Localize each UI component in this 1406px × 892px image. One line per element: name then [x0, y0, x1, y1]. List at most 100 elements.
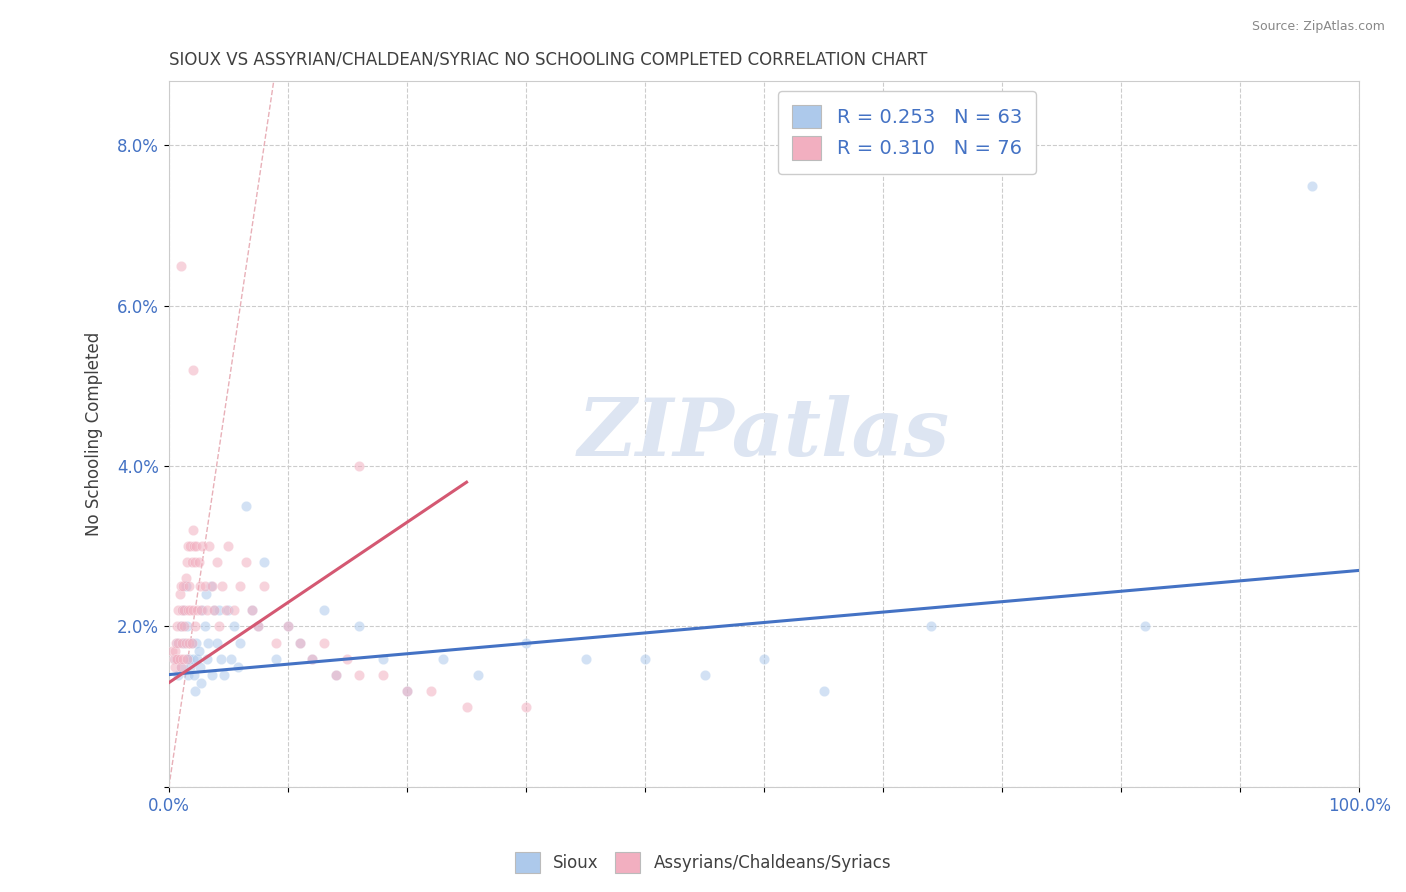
Point — [163, 651, 186, 665]
Text: Source: ZipAtlas.com: Source: ZipAtlas.com — [1251, 20, 1385, 33]
Point — [173, 619, 195, 633]
Point — [194, 579, 217, 593]
Legend: Sioux, Assyrians/Chaldeans/Syriacs: Sioux, Assyrians/Chaldeans/Syriacs — [508, 846, 898, 880]
Point — [419, 683, 441, 698]
Point — [177, 539, 200, 553]
Point — [325, 667, 347, 681]
Y-axis label: No Schooling Completed: No Schooling Completed — [86, 332, 103, 536]
Point — [301, 651, 323, 665]
Point — [277, 619, 299, 633]
Point — [395, 683, 418, 698]
Point — [515, 699, 537, 714]
Point — [229, 579, 252, 593]
Point — [432, 651, 454, 665]
Point — [170, 659, 193, 673]
Point — [693, 667, 716, 681]
Point — [176, 651, 198, 665]
Point — [167, 667, 190, 681]
Point — [312, 635, 335, 649]
Point — [754, 651, 776, 665]
Point — [180, 635, 202, 649]
Point — [224, 603, 246, 617]
Point — [170, 579, 193, 593]
Point — [173, 603, 195, 617]
Point — [172, 603, 194, 617]
Point — [211, 579, 233, 593]
Point — [209, 651, 232, 665]
Point — [373, 651, 395, 665]
Text: ZIPatlas: ZIPatlas — [578, 395, 950, 473]
Point — [174, 635, 197, 649]
Point — [349, 667, 371, 681]
Point — [325, 667, 347, 681]
Point — [166, 635, 188, 649]
Point — [247, 619, 270, 633]
Point — [288, 635, 311, 649]
Point — [186, 635, 208, 649]
Point — [177, 603, 200, 617]
Point — [166, 651, 188, 665]
Point — [197, 635, 219, 649]
Point — [215, 603, 238, 617]
Point — [163, 651, 186, 665]
Point — [217, 603, 239, 617]
Point — [165, 635, 187, 649]
Point — [301, 651, 323, 665]
Point — [202, 603, 225, 617]
Point — [180, 635, 202, 649]
Point — [169, 587, 191, 601]
Point — [184, 555, 207, 569]
Point — [179, 539, 201, 553]
Point — [190, 675, 212, 690]
Point — [240, 603, 263, 617]
Point — [188, 659, 211, 673]
Text: SIOUX VS ASSYRIAN/CHALDEAN/SYRIAC NO SCHOOLING COMPLETED CORRELATION CHART: SIOUX VS ASSYRIAN/CHALDEAN/SYRIAC NO SCH… — [169, 51, 928, 69]
Point — [187, 555, 209, 569]
Point — [194, 587, 217, 601]
Point — [170, 635, 193, 649]
Point — [194, 619, 217, 633]
Point — [349, 619, 371, 633]
Point — [373, 667, 395, 681]
Point — [575, 651, 598, 665]
Point — [920, 619, 942, 633]
Point — [277, 619, 299, 633]
Point — [187, 643, 209, 657]
Point — [205, 555, 228, 569]
Point — [179, 651, 201, 665]
Point — [205, 635, 228, 649]
Point — [186, 603, 208, 617]
Point — [174, 571, 197, 585]
Point — [336, 651, 359, 665]
Point — [169, 651, 191, 665]
Point — [395, 683, 418, 698]
Point — [201, 667, 224, 681]
Point — [162, 643, 184, 657]
Point — [177, 667, 200, 681]
Point — [183, 667, 205, 681]
Point — [170, 259, 193, 273]
Point — [191, 539, 214, 553]
Point — [515, 635, 537, 649]
Point — [179, 579, 201, 593]
Point — [212, 667, 235, 681]
Point — [224, 619, 246, 633]
Point — [247, 619, 270, 633]
Point — [195, 603, 218, 617]
Point — [208, 603, 231, 617]
Point — [181, 363, 204, 377]
Point — [202, 603, 225, 617]
Point — [201, 579, 224, 593]
Point — [170, 619, 193, 633]
Legend: R = 0.253   N = 63, R = 0.310   N = 76: R = 0.253 N = 63, R = 0.310 N = 76 — [779, 91, 1036, 174]
Point — [235, 555, 257, 569]
Point — [179, 603, 201, 617]
Point — [179, 659, 201, 673]
Point — [184, 683, 207, 698]
Point — [188, 579, 211, 593]
Point — [191, 603, 214, 617]
Point — [288, 635, 311, 649]
Point — [181, 524, 204, 538]
Point — [229, 635, 252, 649]
Point — [253, 579, 276, 593]
